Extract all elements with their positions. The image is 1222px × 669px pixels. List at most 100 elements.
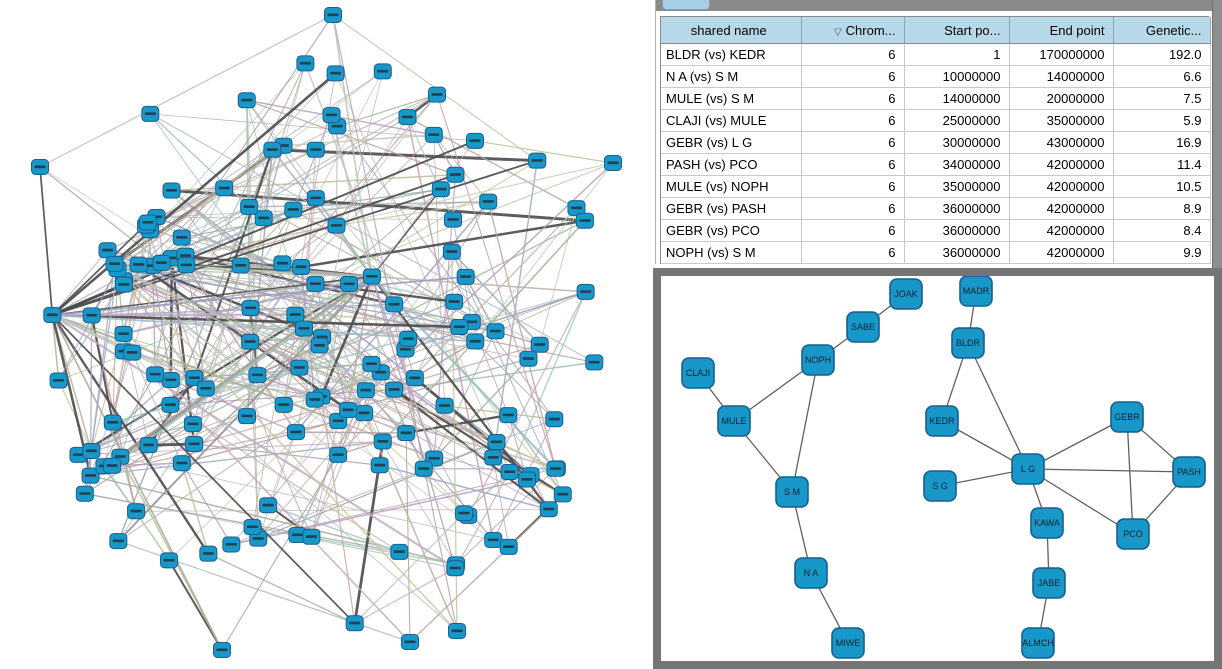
network-edge[interactable] (51, 314, 60, 381)
network-node[interactable] (273, 255, 292, 272)
network-edge[interactable] (52, 313, 460, 329)
column-header-shared-name[interactable]: shared name (661, 17, 802, 44)
table-row[interactable]: BLDR (vs) KEDR 6 1 170000000 192.0 (661, 43, 1211, 66)
network-node[interactable] (424, 126, 443, 143)
network-node[interactable]: BLDR (951, 327, 985, 359)
cell-value[interactable]: 34000000 (904, 153, 1010, 176)
network-node[interactable] (306, 275, 325, 292)
network-edge[interactable] (117, 268, 556, 470)
network-node[interactable]: S M (775, 476, 809, 508)
cell-shared-name[interactable]: GEBR (vs) L G (661, 131, 802, 154)
table-row[interactable]: GEBR (vs) PCO 6 36000000 42000000 8.4 (661, 219, 1211, 242)
network-node[interactable] (604, 155, 622, 171)
network-node[interactable] (356, 382, 375, 399)
network-edge[interactable] (257, 344, 320, 376)
network-node[interactable] (362, 268, 381, 285)
network-edge[interactable] (294, 275, 373, 316)
cell-value[interactable]: 14000000 (1009, 65, 1114, 88)
network-node[interactable] (362, 355, 381, 372)
network-edge[interactable] (181, 276, 373, 464)
network-edge[interactable] (114, 263, 595, 363)
network-node[interactable] (292, 258, 311, 275)
network-node[interactable] (196, 380, 215, 397)
cell-value[interactable]: 30000000 (904, 131, 1010, 154)
network-edge[interactable] (136, 508, 549, 512)
network-node[interactable] (487, 434, 506, 451)
network-node[interactable] (455, 505, 474, 522)
network-edge[interactable] (332, 14, 458, 632)
network-node[interactable] (444, 211, 463, 228)
table-row[interactable]: GEBR (vs) L G 6 30000000 43000000 16.9 (661, 131, 1211, 154)
cell-shared-name[interactable]: N A (vs) S M (661, 65, 802, 88)
cell-value[interactable]: 16.9 (1113, 131, 1211, 154)
network-node[interactable] (286, 424, 305, 441)
network-edge[interactable] (492, 457, 510, 547)
network-node[interactable] (138, 214, 157, 231)
network-node[interactable] (105, 255, 124, 272)
network-node[interactable] (465, 132, 484, 149)
network-node[interactable]: NOPH (801, 344, 835, 376)
network-edge[interactable] (433, 358, 529, 460)
network-edge[interactable] (371, 140, 476, 277)
column-header-genetic-[interactable]: Genetic... (1113, 17, 1211, 44)
network-node[interactable] (231, 257, 250, 274)
network-edge[interactable] (39, 166, 54, 316)
network-edge[interactable] (52, 159, 538, 316)
network-node[interactable] (448, 623, 466, 639)
network-edge[interactable] (117, 149, 273, 270)
network-edge[interactable] (406, 116, 454, 220)
subnetwork-edge[interactable] (1027, 468, 1134, 535)
network-edge[interactable] (331, 114, 555, 420)
cell-value[interactable]: 36000000 (904, 219, 1010, 242)
network-edge[interactable] (123, 284, 494, 541)
cell-value[interactable]: 170000000 (1009, 43, 1114, 66)
table-row[interactable]: PASH (vs) PCO 6 34000000 42000000 11.4 (661, 153, 1211, 176)
cell-shared-name[interactable]: MULE (vs) S M (661, 87, 802, 110)
network-node[interactable]: CLAJI (681, 357, 715, 389)
network-edge[interactable] (336, 116, 408, 226)
network-edge[interactable] (292, 114, 333, 210)
table-row[interactable]: CLAJI (vs) MULE 6 25000000 35000000 5.9 (661, 109, 1211, 132)
cell-shared-name[interactable]: PASH (vs) PCO (661, 153, 802, 176)
network-node[interactable] (75, 485, 94, 502)
cell-value[interactable]: 36000000 (904, 241, 1010, 264)
network-node[interactable] (499, 538, 518, 555)
cell-value[interactable]: 6 (801, 87, 905, 110)
network-edge[interactable] (335, 126, 338, 226)
network-edge[interactable] (252, 526, 456, 569)
network-node[interactable] (177, 257, 196, 274)
network-node[interactable] (114, 325, 133, 342)
network-edge[interactable] (292, 208, 496, 332)
cell-value[interactable]: 6 (801, 109, 905, 132)
network-edge[interactable] (221, 454, 339, 651)
network-node[interactable] (500, 463, 519, 480)
network-edge[interactable] (407, 201, 489, 340)
network-node[interactable] (241, 333, 260, 350)
network-node[interactable] (161, 396, 180, 413)
network-edge[interactable] (256, 276, 373, 376)
network-node[interactable] (385, 296, 404, 313)
network-edge[interactable] (39, 166, 395, 390)
cell-value[interactable]: 8.9 (1113, 197, 1211, 220)
network-node[interactable] (446, 166, 465, 183)
network-node[interactable] (82, 307, 101, 324)
network-edge[interactable] (335, 225, 373, 277)
network-node[interactable] (43, 307, 62, 324)
network-edge[interactable] (453, 301, 540, 346)
cell-value[interactable]: 6 (801, 65, 905, 88)
cell-value[interactable]: 25000000 (904, 109, 1010, 132)
network-edge[interactable] (181, 420, 339, 464)
network-node[interactable] (82, 442, 101, 459)
network-edge[interactable] (300, 219, 586, 269)
network-edge[interactable] (467, 291, 587, 517)
network-node[interactable] (431, 181, 450, 198)
cell-shared-name[interactable]: GEBR (vs) PCO (661, 219, 802, 242)
network-edge[interactable] (51, 283, 125, 317)
cell-value[interactable]: 6 (801, 175, 905, 198)
network-node[interactable] (324, 7, 342, 23)
network-node[interactable] (238, 408, 257, 425)
network-edge[interactable] (257, 431, 297, 539)
cell-value[interactable]: 42000000 (1009, 175, 1114, 198)
network-node[interactable] (310, 337, 329, 354)
cell-value[interactable]: 6 (801, 241, 905, 264)
